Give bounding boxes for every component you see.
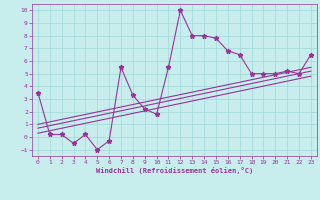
X-axis label: Windchill (Refroidissement éolien,°C): Windchill (Refroidissement éolien,°C) (96, 167, 253, 174)
